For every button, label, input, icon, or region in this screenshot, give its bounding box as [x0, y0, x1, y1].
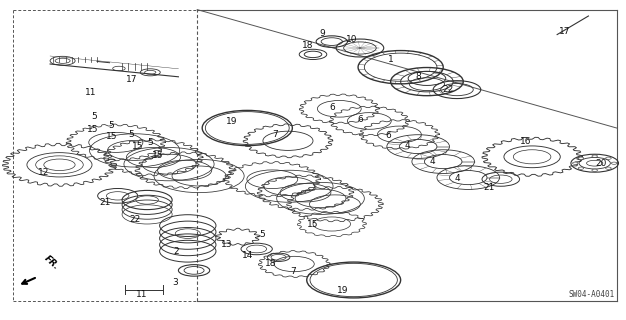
Text: 15: 15 [152, 151, 163, 160]
Text: 11: 11 [136, 290, 147, 299]
Text: 18: 18 [302, 41, 314, 50]
Text: 17: 17 [126, 76, 137, 84]
Ellipse shape [592, 169, 597, 172]
Text: 4: 4 [404, 141, 409, 150]
Text: 9: 9 [319, 29, 326, 38]
Text: 19: 19 [226, 117, 237, 126]
Text: 21: 21 [484, 183, 495, 192]
Text: 6: 6 [329, 103, 335, 112]
Text: 14: 14 [242, 252, 253, 260]
Ellipse shape [592, 155, 597, 157]
Text: 18: 18 [265, 259, 276, 268]
Text: FR.: FR. [43, 254, 61, 272]
Text: 5: 5 [259, 230, 265, 239]
Text: 15: 15 [106, 132, 117, 141]
Text: 7: 7 [290, 268, 296, 276]
Text: 4: 4 [454, 174, 459, 183]
Text: 12: 12 [38, 168, 49, 177]
Text: 17: 17 [559, 28, 570, 36]
Text: 16: 16 [520, 137, 531, 146]
Text: SW04-A0401: SW04-A0401 [568, 290, 615, 299]
Text: 11: 11 [85, 88, 96, 97]
Text: 10: 10 [346, 35, 357, 44]
Ellipse shape [611, 162, 617, 164]
Text: 1: 1 [388, 55, 394, 64]
Text: 3: 3 [172, 278, 178, 287]
Ellipse shape [605, 157, 611, 159]
Ellipse shape [578, 167, 584, 169]
Text: 5: 5 [147, 138, 153, 147]
Text: 20: 20 [595, 159, 607, 168]
Ellipse shape [572, 162, 578, 164]
Text: 15: 15 [132, 142, 143, 151]
Text: 2: 2 [174, 247, 179, 256]
Text: 19: 19 [337, 286, 349, 295]
Text: 22: 22 [442, 85, 453, 94]
Text: 4: 4 [429, 157, 434, 166]
Text: 15: 15 [87, 125, 98, 134]
Text: 5: 5 [128, 130, 135, 139]
Text: 21: 21 [100, 198, 111, 207]
Text: 5: 5 [91, 112, 97, 121]
Text: 8: 8 [415, 72, 421, 81]
Text: 15: 15 [307, 220, 319, 229]
Ellipse shape [605, 167, 611, 169]
Ellipse shape [578, 157, 584, 159]
Text: 7: 7 [272, 130, 279, 139]
Text: 22: 22 [129, 215, 140, 224]
Text: 6: 6 [357, 116, 363, 124]
Text: 5: 5 [108, 121, 115, 130]
Text: 6: 6 [385, 131, 391, 140]
Text: 13: 13 [221, 240, 232, 249]
